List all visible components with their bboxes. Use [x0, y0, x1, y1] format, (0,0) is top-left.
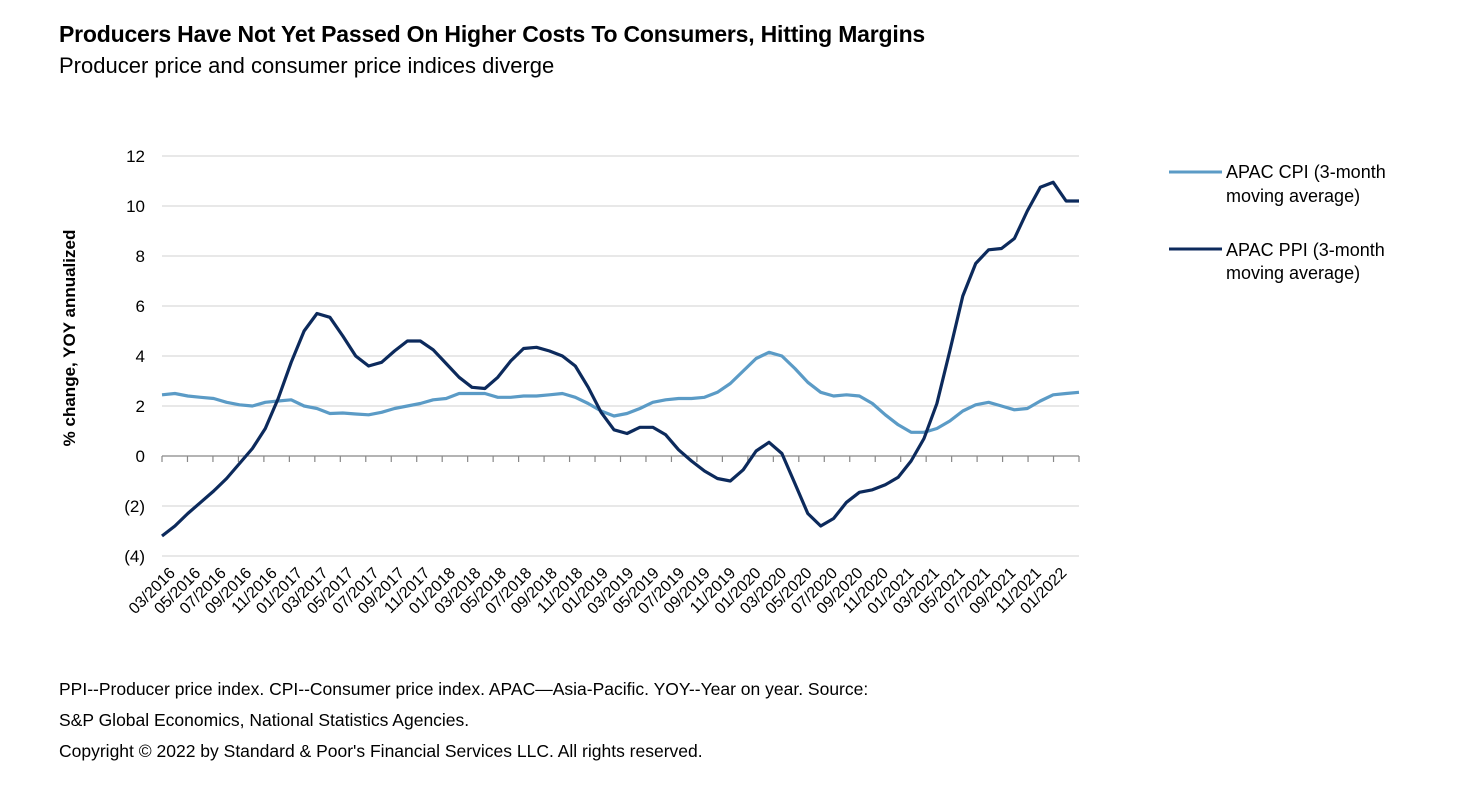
- x-axis: [161, 455, 1080, 462]
- y-tick-label: (2): [124, 497, 145, 516]
- y-tick-label: 0: [136, 447, 145, 466]
- chart-subtitle: Producer price and consumer price indice…: [59, 53, 555, 78]
- y-tick-label: 10: [126, 197, 145, 216]
- series-lines: [161, 180, 1080, 538]
- legend: APAC CPI (3-month moving average) APAC P…: [1169, 162, 1386, 283]
- copyright-line: Copyright © 2022 by Standard & Poor's Fi…: [59, 741, 703, 761]
- footnote-line-1: PPI--Producer price index. CPI--Consumer…: [59, 679, 869, 699]
- footnote-line-2: S&P Global Economics, National Statistic…: [59, 710, 470, 730]
- y-tick-label: 2: [136, 397, 145, 416]
- legend-label-cpi-line2: moving average): [1226, 186, 1360, 206]
- ppi-series-line: [161, 180, 1079, 538]
- y-tick-label: 12: [126, 147, 145, 166]
- cpi-series-line: [161, 350, 1080, 434]
- y-tick-label: 8: [136, 247, 145, 266]
- x-axis-tick-labels: 03/201605/201607/201609/201611/201601/20…: [126, 565, 1071, 618]
- legend-label-ppi-line1: APAC PPI (3-month: [1226, 240, 1385, 260]
- y-axis-label: % change, YOY annualized: [60, 230, 79, 447]
- gridlines: [162, 155, 1079, 557]
- y-tick-label: 6: [136, 297, 145, 316]
- y-tick-label: (4): [124, 547, 145, 566]
- chart-title: Producers Have Not Yet Passed On Higher …: [59, 21, 926, 47]
- legend-label-ppi-line2: moving average): [1226, 263, 1360, 283]
- legend-label-cpi-line1: APAC CPI (3-month: [1226, 162, 1386, 182]
- y-axis-ticks: 12 10 8 6 4 2 0 (2) (4): [124, 147, 145, 566]
- y-tick-label: 4: [136, 347, 145, 366]
